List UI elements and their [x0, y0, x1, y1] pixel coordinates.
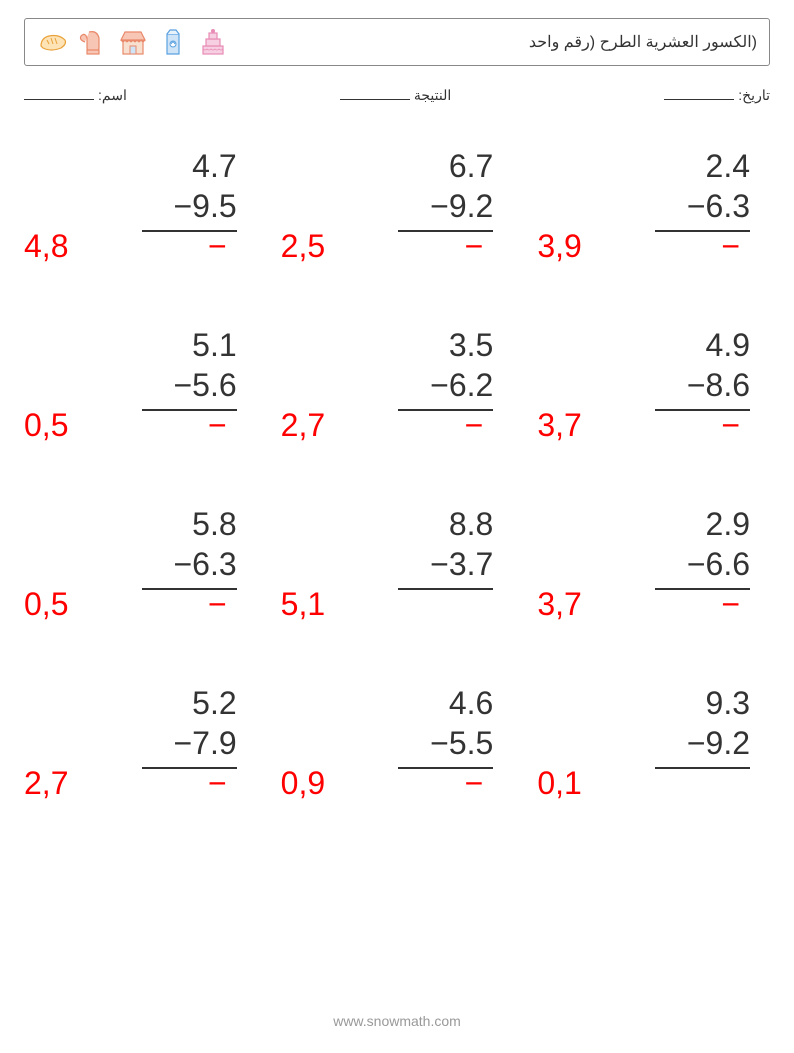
- name-field: اسم:: [24, 86, 127, 104]
- answer-value: 0,9: [281, 765, 325, 802]
- milk-icon: [157, 26, 189, 58]
- answer-sign: −: [721, 407, 750, 444]
- footer-url: www.snowmath.com: [0, 1013, 794, 1029]
- subtrahend: −9.5: [173, 186, 236, 226]
- subtrahend: −3.7: [430, 544, 493, 584]
- problems-grid: 4.7 −9.5 4,8 − 6.7 −9.2 2,5 − 2.4 −6.3 3…: [24, 146, 770, 802]
- answer-sign: −: [208, 228, 237, 265]
- answer-row: 4,8 −: [24, 228, 237, 265]
- answer-row: 3,9 −: [537, 228, 750, 265]
- header-icons: [37, 26, 229, 58]
- problem-cell: 3.5 −6.2 2,7 −: [281, 325, 514, 444]
- minuend: 4.9: [706, 325, 750, 365]
- minuend: 3.5: [449, 325, 493, 365]
- answer-value: 4,8: [24, 228, 68, 265]
- date-line[interactable]: [664, 86, 734, 100]
- answer-value: 5,1: [281, 586, 325, 623]
- problem-cell: 4.7 −9.5 4,8 −: [24, 146, 257, 265]
- minuend: 2.9: [706, 504, 750, 544]
- answer-row: 5,1: [281, 586, 494, 623]
- date-label: تاريخ:: [738, 87, 770, 104]
- problem-cell: 2.4 −6.3 3,9 −: [537, 146, 770, 265]
- name-label: اسم:: [98, 87, 127, 104]
- subtrahend: −6.3: [687, 186, 750, 226]
- answer-value: 0,5: [24, 586, 68, 623]
- minuend: 2.4: [706, 146, 750, 186]
- answer-value: 3,9: [537, 228, 581, 265]
- minuend: 5.2: [192, 683, 236, 723]
- fields-row: تاريخ: النتيجة اسم:: [24, 86, 770, 104]
- problem-cell: 9.3 −9.2 0,1: [537, 683, 770, 802]
- answer-sign: −: [465, 228, 494, 265]
- answer-row: 2,7 −: [281, 407, 494, 444]
- subtrahend: −9.2: [430, 186, 493, 226]
- subtrahend: −8.6: [687, 365, 750, 405]
- answer-value: 0,1: [537, 765, 581, 802]
- subtrahend: −9.2: [687, 723, 750, 763]
- subtrahend: −5.6: [173, 365, 236, 405]
- worksheet-title: (الكسور العشرية الطرح (رقم واحد: [529, 32, 757, 52]
- score-line[interactable]: [340, 86, 410, 100]
- minuend: 5.8: [192, 504, 236, 544]
- answer-value: 0,5: [24, 407, 68, 444]
- answer-row: 0,9 −: [281, 765, 494, 802]
- answer-sign: −: [465, 407, 494, 444]
- answer-value: 2,7: [281, 407, 325, 444]
- minuend: 4.7: [192, 146, 236, 186]
- minuend: 4.6: [449, 683, 493, 723]
- minuend: 6.7: [449, 146, 493, 186]
- answer-sign: −: [721, 228, 750, 265]
- shop-icon: [117, 26, 149, 58]
- subtrahend: −5.5: [430, 723, 493, 763]
- bread-icon: [37, 26, 69, 58]
- problem-cell: 2.9 −6.6 3,7 −: [537, 504, 770, 623]
- answer-row: 0,5 −: [24, 586, 237, 623]
- score-label: النتيجة: [414, 87, 451, 104]
- answer-sign: −: [208, 407, 237, 444]
- date-field: تاريخ:: [664, 86, 770, 104]
- answer-sign: −: [721, 586, 750, 623]
- subtrahend: −7.9: [173, 723, 236, 763]
- problem-cell: 5.1 −5.6 0,5 −: [24, 325, 257, 444]
- minuend: 8.8: [449, 504, 493, 544]
- answer-sign: −: [465, 765, 494, 802]
- answer-row: 2,7 −: [24, 765, 237, 802]
- subtrahend: −6.6: [687, 544, 750, 584]
- answer-value: 3,7: [537, 407, 581, 444]
- problem-cell: 5.2 −7.9 2,7 −: [24, 683, 257, 802]
- answer-sign: −: [208, 765, 237, 802]
- answer-row: 2,5 −: [281, 228, 494, 265]
- problem-cell: 6.7 −9.2 2,5 −: [281, 146, 514, 265]
- name-line[interactable]: [24, 86, 94, 100]
- header-box: (الكسور العشرية الطرح (رقم واحد: [24, 18, 770, 66]
- minuend: 9.3: [706, 683, 750, 723]
- subtrahend: −6.2: [430, 365, 493, 405]
- answer-row: 0,1: [537, 765, 750, 802]
- score-field: النتيجة: [340, 86, 451, 104]
- mitt-icon: [77, 26, 109, 58]
- answer-sign: −: [208, 586, 237, 623]
- subtrahend: −6.3: [173, 544, 236, 584]
- answer-row: 3,7 −: [537, 407, 750, 444]
- minuend: 5.1: [192, 325, 236, 365]
- problem-cell: 8.8 −3.7 5,1: [281, 504, 514, 623]
- answer-value: 2,7: [24, 765, 68, 802]
- answer-value: 3,7: [537, 586, 581, 623]
- answer-value: 2,5: [281, 228, 325, 265]
- cake-icon: [197, 26, 229, 58]
- problem-cell: 4.9 −8.6 3,7 −: [537, 325, 770, 444]
- answer-row: 0,5 −: [24, 407, 237, 444]
- problem-cell: 5.8 −6.3 0,5 −: [24, 504, 257, 623]
- answer-row: 3,7 −: [537, 586, 750, 623]
- problem-cell: 4.6 −5.5 0,9 −: [281, 683, 514, 802]
